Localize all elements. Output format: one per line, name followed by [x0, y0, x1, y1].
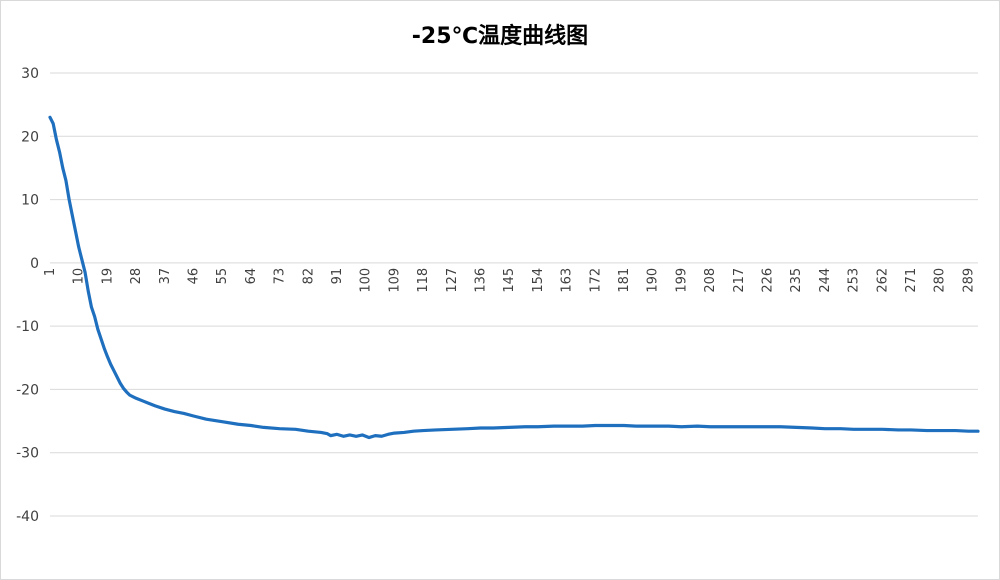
gridlines [50, 72, 978, 517]
x-tick-label: 226 [761, 268, 776, 293]
x-tick-label: 100 [359, 268, 374, 293]
x-tick-label: 289 [961, 268, 976, 293]
x-tick-label: 244 [818, 268, 833, 293]
x-tick-label: 109 [387, 268, 402, 293]
x-tick-label: 217 [732, 268, 747, 293]
x-tick-label: 136 [474, 268, 489, 293]
x-tick-label: 145 [502, 268, 517, 293]
x-tick-label: 280 [933, 268, 948, 293]
x-tick-label: 199 [674, 268, 689, 293]
y-tick-label: -20 [16, 382, 39, 398]
x-tick-label: 46 [187, 268, 202, 285]
y-tick-label: -40 [16, 509, 39, 525]
x-tick-label: 253 [847, 268, 862, 293]
x-tick-label: 154 [531, 268, 546, 293]
x-axis-tick-labels: 1 10 19 28 37 46 55 64 73 82 91 100 109 118 127 136 145 1… [43, 268, 976, 293]
x-tick-label: 55 [215, 268, 230, 285]
y-tick-label: -10 [16, 319, 39, 335]
x-tick-label: 262 [875, 268, 890, 293]
series-layer [48, 115, 980, 440]
y-tick-label: 20 [21, 129, 39, 145]
x-tick-label: 91 [330, 268, 345, 285]
x-tick-label: 19 [100, 268, 115, 285]
x-tick-label: 10 [72, 268, 87, 285]
x-tick-label: 28 [129, 268, 144, 285]
y-tick-label: 30 [21, 66, 39, 82]
x-tick-label: 1 [43, 268, 58, 276]
x-tick-label: 172 [588, 268, 603, 293]
x-tick-label: 37 [158, 268, 173, 285]
x-tick-label: 64 [244, 268, 259, 285]
x-tick-label: 235 [789, 268, 804, 293]
y-tick-label: -30 [16, 446, 39, 462]
x-tick-label: 73 [273, 268, 288, 285]
x-tick-label: 208 [703, 268, 718, 293]
x-tick-label: 181 [617, 268, 632, 293]
x-tick-label: 163 [560, 268, 575, 293]
x-tick-label: 82 [301, 268, 316, 285]
x-tick-label: 127 [445, 268, 460, 293]
y-tick-label: 0 [30, 256, 39, 272]
series-line-0 [48, 115, 980, 440]
y-axis-tick-labels: 30 20 10 0 -10 -20 -30 -40 [16, 66, 39, 525]
x-tick-label: 271 [904, 268, 919, 293]
chart-title: -25℃温度曲线图 [411, 24, 589, 49]
y-tick-label: 10 [21, 193, 39, 209]
x-tick-label: 190 [646, 268, 661, 293]
x-tick-label: 118 [416, 268, 431, 293]
